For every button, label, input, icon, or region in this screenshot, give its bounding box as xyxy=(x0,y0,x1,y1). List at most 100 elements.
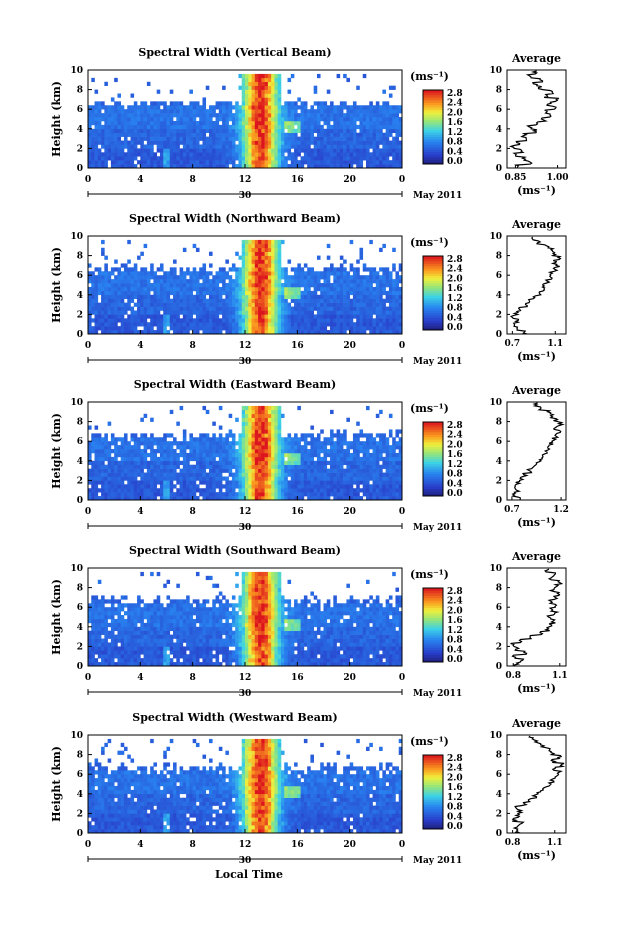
heatmap-cell xyxy=(372,302,377,307)
heatmap-cell xyxy=(343,322,347,327)
heatmap-cell xyxy=(94,484,99,489)
heatmap-cell xyxy=(385,152,390,157)
heatmap-cell xyxy=(123,283,128,288)
heatmap-cell xyxy=(202,263,207,268)
heatmap-cell xyxy=(150,488,154,493)
heatmap-cell xyxy=(140,267,144,272)
heatmap-cell xyxy=(199,128,203,134)
heatmap-cell xyxy=(209,310,213,315)
heatmap-cell xyxy=(326,152,331,157)
heatmap-cell xyxy=(294,128,298,134)
heatmap-cell xyxy=(127,164,131,169)
heatmap-cell xyxy=(140,140,144,145)
heatmap-cell xyxy=(130,113,135,118)
heatmap-cell xyxy=(274,144,279,149)
heatmap-cell xyxy=(173,259,177,264)
heatmap-cell xyxy=(297,294,301,300)
heatmap-cell xyxy=(104,330,108,335)
heatmap-cell xyxy=(339,279,344,284)
heatmap-cell xyxy=(277,413,282,418)
heatmap-cell xyxy=(209,484,213,489)
heatmap-cell xyxy=(290,326,295,331)
heatmap-cell xyxy=(225,488,229,493)
heatmap-cell xyxy=(369,330,373,335)
heatmap-cell xyxy=(212,290,216,296)
heatmap-cell xyxy=(336,298,341,303)
colorbar-segment xyxy=(423,122,443,125)
heatmap-cell xyxy=(218,460,223,466)
heatmap-cell xyxy=(120,330,125,335)
heatmap-cell xyxy=(166,120,171,126)
heatmap-cell xyxy=(222,452,226,458)
heatmap-cell xyxy=(215,132,220,137)
heatmap-cell xyxy=(123,124,128,130)
heatmap-cell xyxy=(277,306,282,311)
colorbar-segment xyxy=(423,263,443,267)
heatmap-cell xyxy=(369,318,373,323)
heatmap-cell xyxy=(238,105,243,110)
heatmap-cell xyxy=(251,89,256,94)
heatmap-cell xyxy=(316,452,321,458)
heatmap-cell xyxy=(356,460,360,466)
heatmap-cell xyxy=(166,445,171,450)
heatmap-cell xyxy=(297,160,301,165)
heatmap-cell xyxy=(326,472,331,477)
heatmap-cell xyxy=(316,318,321,323)
heatmap-cell xyxy=(215,306,220,311)
heatmap-cell xyxy=(169,279,174,284)
heatmap-cell xyxy=(189,310,193,315)
heatmap-cell xyxy=(241,405,246,411)
heatmap-cell xyxy=(176,460,180,466)
heatmap-cell xyxy=(343,310,347,315)
heatmap-cell xyxy=(277,160,282,165)
heatmap-cell xyxy=(352,283,357,288)
heatmap-cell xyxy=(241,275,246,280)
heatmap-cell xyxy=(91,275,95,280)
heatmap-cell xyxy=(362,330,367,335)
heatmap-cell xyxy=(159,294,164,300)
heatmap-cell xyxy=(104,144,108,149)
heatmap-cell xyxy=(235,251,239,256)
heatmap-cell xyxy=(248,152,252,157)
heatmap-cell xyxy=(212,113,216,118)
heatmap-cell xyxy=(146,156,151,161)
heatmap-cell xyxy=(375,156,380,161)
heatmap-cell xyxy=(277,464,282,469)
heatmap-cell xyxy=(267,310,272,315)
heatmap-cell xyxy=(101,480,105,485)
heatmap-cell xyxy=(346,441,350,446)
heatmap-cell xyxy=(271,89,275,94)
heatmap-cell xyxy=(222,101,226,106)
heatmap-cell xyxy=(336,433,341,438)
heatmap-cell xyxy=(195,152,200,157)
heatmap-cell xyxy=(186,480,190,485)
heatmap-cell xyxy=(179,322,184,327)
heatmap-cell xyxy=(104,286,108,292)
heatmap-cell xyxy=(313,101,318,106)
heatmap-cell xyxy=(297,456,301,462)
heatmap-cell xyxy=(271,298,275,303)
heatmap-cell xyxy=(258,405,262,411)
heatmap-cell xyxy=(215,271,220,276)
heatmap-cell xyxy=(245,109,249,114)
heatmap-cell xyxy=(235,286,239,292)
heatmap-cell xyxy=(343,105,347,110)
heatmap-cell xyxy=(349,318,354,323)
colorbar-tick-label: 1.6 xyxy=(447,284,463,294)
heatmap-cell xyxy=(264,298,269,303)
heatmap-cell xyxy=(107,318,112,323)
heatmap-cell xyxy=(372,322,377,327)
heatmap-cell xyxy=(245,314,249,319)
heatmap-cell xyxy=(254,136,259,141)
heatmap-cell xyxy=(320,128,324,134)
heatmap-cell xyxy=(356,148,360,153)
heatmap-cell xyxy=(258,484,262,489)
heatmap-cell xyxy=(297,310,301,315)
heatmap-cell xyxy=(127,452,131,458)
heatmap-cell xyxy=(146,437,151,442)
heatmap-cell xyxy=(280,164,285,169)
heatmap-cell xyxy=(218,445,223,450)
heatmap-cell xyxy=(241,132,246,137)
heatmap-cell xyxy=(127,294,131,300)
